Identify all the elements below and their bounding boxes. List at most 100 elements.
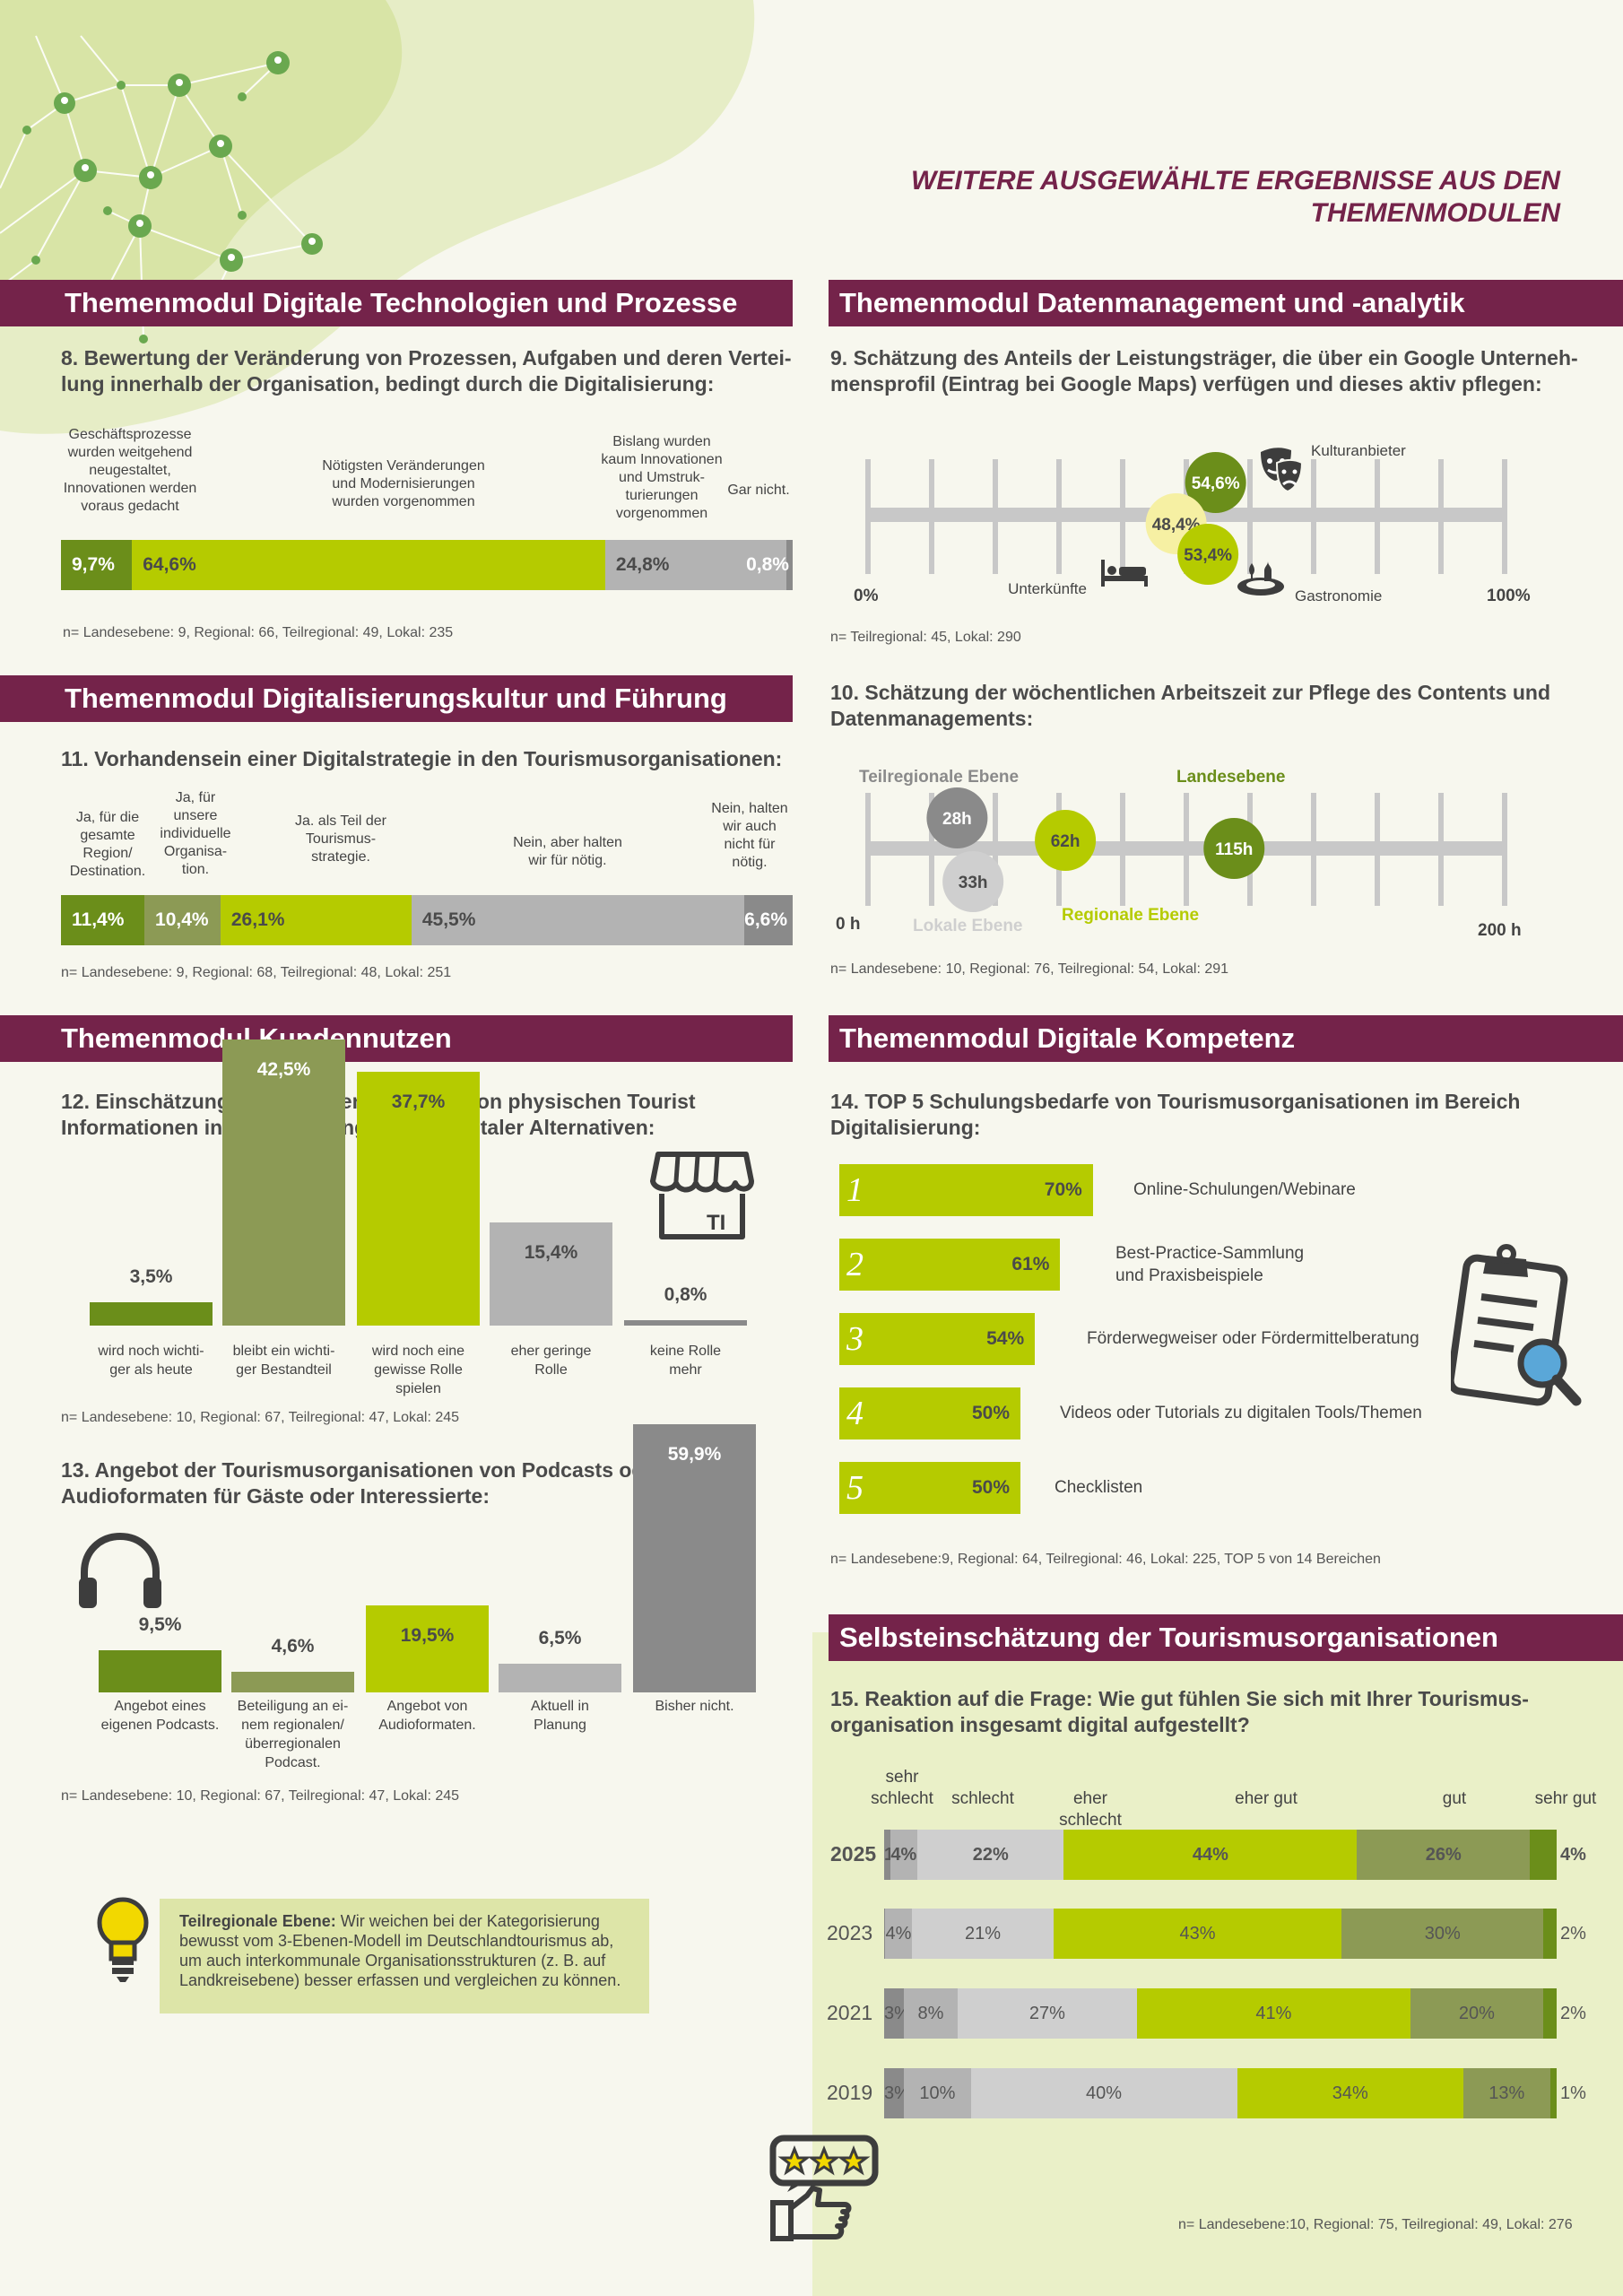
q8-category-label-line: kaum Innovationen	[601, 452, 723, 467]
q13-value-label: 59,9%	[667, 1443, 722, 1465]
q11-category-label-line: Destination.	[69, 864, 146, 879]
q15-value-label: 4%	[890, 1845, 917, 1865]
q14-category-label: Videos oder Tutorials zu digitalen Tools…	[1060, 1402, 1422, 1424]
q14-bar	[839, 1239, 1061, 1291]
q15-segment	[1549, 2068, 1557, 2118]
q8-value-label: 64,6%	[143, 554, 196, 575]
self-assessment-panel	[812, 1632, 1623, 2296]
q8-category-label-line: Nötigsten Veränderungen	[322, 458, 485, 474]
q8-category-label-line: Innovationen werden	[63, 481, 197, 496]
tourist-information-store-icon: TI	[650, 1152, 754, 1239]
q15-category-label: eher gut	[1221, 1788, 1311, 1810]
q11-category-label-line: wir auch	[723, 819, 777, 834]
hint-box: Teilregionale Ebene: Wir weichen bei der…	[160, 1899, 649, 2013]
q13-bar	[366, 1605, 489, 1692]
q12-bar	[490, 1222, 612, 1326]
q8-category-label-line: wurden weitgehend	[67, 445, 193, 460]
q15-value-label: 40%	[1086, 2083, 1123, 2103]
q15-value-label: 20%	[1458, 2004, 1495, 2023]
q11-value-label: 10,4%	[155, 909, 209, 930]
q12-category-label-line: Rolle	[534, 1362, 568, 1378]
q10-point	[926, 787, 988, 848]
q11-category-label: Nein, aber halten wir für nötig.	[491, 834, 644, 870]
q12-bar	[222, 1039, 345, 1326]
q13-category-label: Bisher nicht.	[624, 1697, 765, 1716]
q8-category-label: Nötigsten Veränderungen und Modernisierun…	[305, 457, 502, 511]
q13-category-label-line: nem regionalen/	[241, 1718, 344, 1733]
q15-category-label-line: schlecht	[871, 1789, 933, 1808]
q11-category-label-line: Nein, aber halten	[513, 835, 622, 850]
q15-segment	[1530, 1830, 1557, 1880]
q13-category-label-line: Bisher nicht.	[655, 1699, 734, 1714]
q8-category-label-line: Bislang wurden	[612, 434, 711, 449]
q14-value-label: 50%	[971, 1477, 1010, 1498]
q12-bar	[624, 1320, 747, 1326]
q14-category-label-line: Videos oder Tutorials zu digitalen Tools…	[1060, 1404, 1422, 1422]
q12-category-label: wird noch wichti-ger als heute	[81, 1342, 221, 1379]
q15-value-label: 4%	[1560, 1845, 1586, 1865]
q9-point-name: Gastronomie	[1295, 587, 1382, 604]
q14-bar	[839, 1313, 1036, 1365]
q12-category-label-line: eher geringe	[510, 1344, 592, 1359]
q12-category-label-line: wird noch wichti-	[98, 1344, 204, 1359]
question-9: 9. Schätzung des Anteils der Leistungstr…	[830, 346, 1578, 396]
hint-text: Wir weichen bei der Kategorisierung bewu…	[179, 1912, 621, 1989]
q13-category-label-line: Angebot von	[386, 1699, 468, 1714]
q14-category-label-line: Online-Schulungen/Webinare	[1133, 1180, 1356, 1199]
q10-axis-min-label: 0 h	[836, 915, 860, 934]
q14-rank: 2	[846, 1246, 864, 1283]
sample-note-q12: n= Landesebene: 10, Regional: 67, Teilre…	[61, 1410, 460, 1425]
sample-note-q11: n= Landesebene: 9, Regional: 68, Teilreg…	[61, 965, 452, 980]
q15-category-label-line: sehr gut	[1534, 1789, 1597, 1808]
q8-category-label-line: vorgenommen	[615, 506, 708, 521]
q15-value-label: 1%	[1560, 2083, 1586, 2103]
q8-category-label: Geschäftsprozesse wurden weitgehend neuges…	[54, 426, 206, 516]
section-header-digital-competence: Themenmodul Digitale Kompetenz	[829, 1015, 1623, 1062]
q15-value-label: 3%	[884, 2004, 910, 2023]
q13-category-label-line: Angebot eines	[114, 1699, 206, 1714]
sample-note-q14: n= Landesebene:9, Regional: 64, Teilregi…	[830, 1552, 1381, 1567]
q10-axis-max-label: 200 h	[1478, 921, 1522, 940]
q15-segment	[1237, 2068, 1464, 2118]
q15-segment	[1357, 1830, 1531, 1880]
q15-value-label: 44%	[1192, 1845, 1228, 1865]
q14-value-label: 50%	[971, 1403, 1010, 1423]
q11-category-label: Ja, für die gesamte Region/Destination.	[54, 809, 161, 881]
q11-category-label-line: tion.	[181, 862, 210, 877]
q14-category-label-line: Checklisten	[1055, 1478, 1143, 1497]
q12-value-label: 0,8%	[664, 1284, 707, 1305]
q15-value-label: 2%	[1560, 1924, 1586, 1944]
q15-value-label: 27%	[1028, 2004, 1065, 2023]
q14-category-label: Förderwegweiser oder Fördermittelberatun…	[1087, 1327, 1419, 1350]
question-14: 14. TOP 5 Schulungsbedarfe von Tourismus…	[830, 1090, 1521, 1139]
q12-category-label: eher geringe Rolle	[481, 1342, 621, 1379]
q15-value-label: 21%	[964, 1924, 1002, 1944]
theater-masks-icon	[1261, 448, 1304, 493]
q13-category-label: Aktuell in Planung	[490, 1697, 630, 1735]
q9-point-label: 48,4%	[1152, 516, 1201, 535]
q15-segment	[957, 1988, 1138, 2039]
q13-category-label: Angebot von Audioformaten.	[357, 1697, 498, 1735]
q14-category-label: Online-Schulungen/Webinare	[1133, 1178, 1356, 1201]
question-8: 8. Bewertung der Veränderung von Prozess…	[61, 346, 792, 396]
thumbs-up-rating-icon	[769, 2135, 879, 2241]
q14-category-label: Checklisten	[1055, 1476, 1142, 1499]
q8-category-label-line: turierungen	[625, 488, 699, 503]
q12-category-label-line: ger Bestandteil	[236, 1362, 332, 1378]
q14-rank: 1	[846, 1171, 864, 1209]
q10-point-name: Lokale Ebene	[913, 917, 1023, 935]
section-header-data-management: Themenmodul Datenmanagement und -analyti…	[829, 280, 1623, 326]
q11-category-label-line: Ja, für	[175, 790, 216, 805]
q12-category-label: bleibt ein wichti-ger Bestandteil	[213, 1342, 354, 1379]
q11-category-label: Ja. als Teil der Tourismus-strategie.	[269, 813, 412, 866]
q11-category-label-line: Region/	[82, 846, 133, 861]
q14-value-label: 54%	[986, 1328, 1025, 1349]
q15-category-label: gut	[1410, 1788, 1499, 1810]
q9-point	[1177, 524, 1239, 585]
q12-bar	[90, 1301, 213, 1326]
q9-point-label: 54,6%	[1192, 474, 1240, 493]
q15-value-label: 26%	[1425, 1845, 1462, 1865]
q15-year-label: 2019	[827, 2081, 873, 2104]
q9-point	[1185, 452, 1246, 513]
q13-value-label: 19,5%	[400, 1624, 455, 1646]
